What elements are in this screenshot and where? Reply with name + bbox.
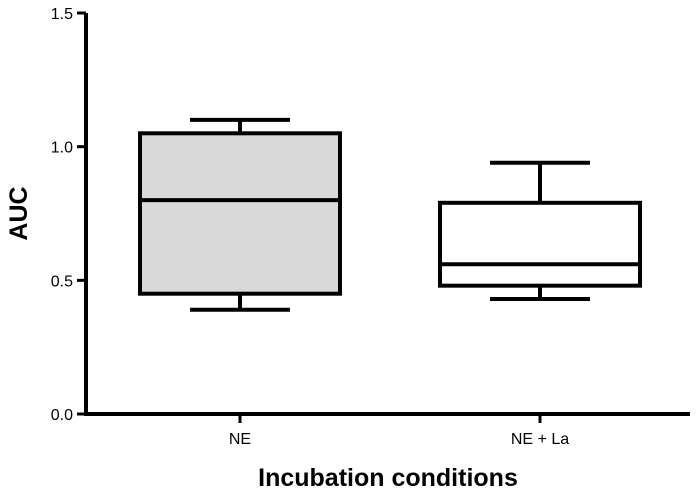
axes — [84, 13, 690, 416]
y-tick-label: 0.0 — [51, 407, 73, 424]
box-1 — [138, 117, 342, 312]
x-tick-label: NE + La — [511, 431, 569, 448]
iqr-box — [438, 200, 642, 288]
y-axis-ticks: 0.0 0.5 1.0 1.5 — [51, 6, 86, 424]
y-axis-title: AUC — [5, 186, 33, 240]
y-tick-label: 0.5 — [51, 273, 73, 290]
y-tick-label: 1.0 — [51, 140, 73, 157]
x-axis-ticks: NE NE + La — [229, 414, 569, 448]
x-axis-title: Incubation conditions — [258, 464, 518, 492]
iqr-box — [138, 131, 342, 296]
x-tick-label: NE — [229, 431, 251, 448]
box-2 — [438, 160, 642, 302]
box-series — [138, 117, 642, 312]
y-tick-label: 1.5 — [51, 6, 73, 23]
